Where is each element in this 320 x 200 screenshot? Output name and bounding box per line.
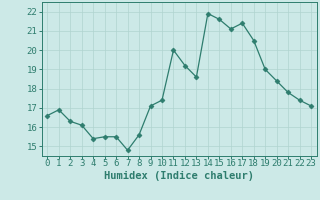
X-axis label: Humidex (Indice chaleur): Humidex (Indice chaleur) [104,171,254,181]
